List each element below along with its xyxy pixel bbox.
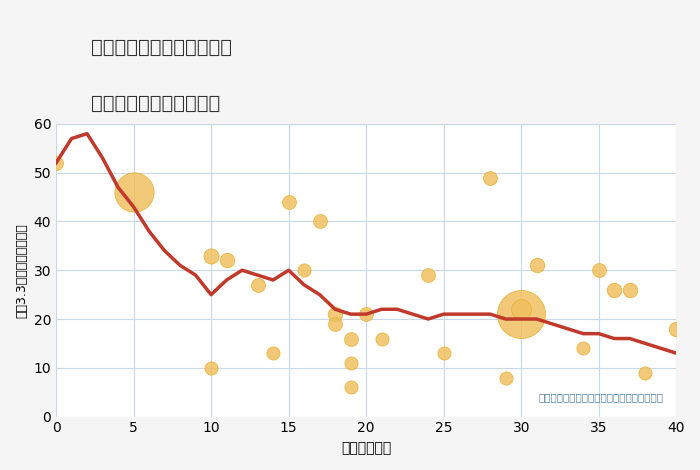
Y-axis label: 坪（3.3㎡）単価（万円）: 坪（3.3㎡）単価（万円） xyxy=(15,223,28,318)
Point xyxy=(624,286,636,293)
Text: 兵庫県豊岡市出石町宮内の: 兵庫県豊岡市出石町宮内の xyxy=(91,38,232,56)
Point xyxy=(500,374,511,381)
Point xyxy=(593,266,604,274)
Point xyxy=(438,349,449,357)
Point xyxy=(345,384,356,391)
Point xyxy=(314,218,326,225)
Point xyxy=(531,262,542,269)
Point xyxy=(516,310,527,318)
Point xyxy=(671,325,682,333)
Point xyxy=(484,174,496,181)
Point xyxy=(221,257,232,264)
Point xyxy=(578,345,589,352)
Point xyxy=(640,369,651,376)
Point xyxy=(608,286,620,293)
Point xyxy=(267,349,279,357)
Point xyxy=(50,159,62,167)
Point xyxy=(516,306,527,313)
Point xyxy=(252,281,263,289)
Text: 築年数別中古戸建て価格: 築年数別中古戸建て価格 xyxy=(91,94,220,113)
Point xyxy=(128,188,139,196)
Point xyxy=(298,266,309,274)
Point xyxy=(283,198,294,206)
Point xyxy=(360,310,372,318)
Point xyxy=(330,320,341,328)
X-axis label: 築年数（年）: 築年数（年） xyxy=(341,441,391,455)
Point xyxy=(423,271,434,279)
Text: 円の大きさは、取引のあった物件面積を示す: 円の大きさは、取引のあった物件面積を示す xyxy=(539,392,664,402)
Point xyxy=(330,310,341,318)
Point xyxy=(206,252,217,259)
Point xyxy=(376,335,387,342)
Point xyxy=(345,335,356,342)
Point xyxy=(206,364,217,372)
Point xyxy=(345,359,356,367)
